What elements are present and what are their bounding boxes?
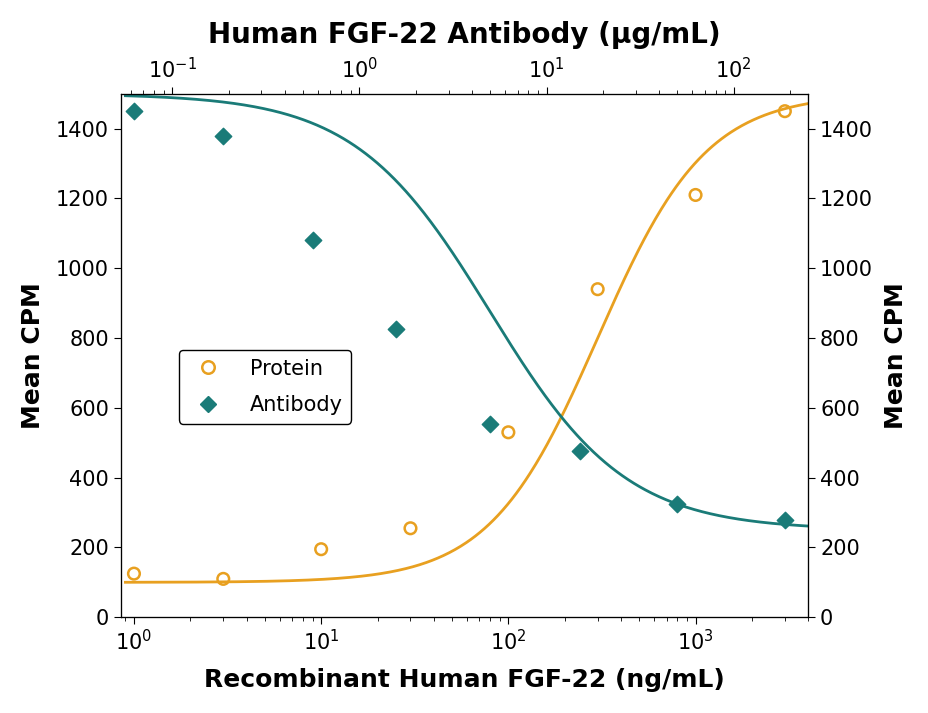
Point xyxy=(403,523,418,534)
Point xyxy=(304,235,319,246)
Point xyxy=(777,106,792,117)
Point xyxy=(688,189,702,200)
X-axis label: Human FGF-22 Antibody (μg/mL): Human FGF-22 Antibody (μg/mL) xyxy=(208,21,720,48)
Point xyxy=(215,130,230,141)
Point xyxy=(669,498,684,510)
Point xyxy=(314,543,329,555)
Point xyxy=(589,284,604,295)
Point xyxy=(215,573,230,585)
Point xyxy=(126,106,141,117)
Point xyxy=(126,568,141,580)
Legend: Protein, Antibody: Protein, Antibody xyxy=(179,350,351,424)
Point xyxy=(388,324,403,335)
Point xyxy=(483,418,497,429)
Y-axis label: Mean CPM: Mean CPM xyxy=(20,282,45,429)
Y-axis label: Mean CPM: Mean CPM xyxy=(883,282,908,429)
Point xyxy=(500,426,515,438)
Point xyxy=(777,514,792,525)
Point xyxy=(572,446,586,457)
X-axis label: Recombinant Human FGF-22 (ng/mL): Recombinant Human FGF-22 (ng/mL) xyxy=(204,668,724,692)
